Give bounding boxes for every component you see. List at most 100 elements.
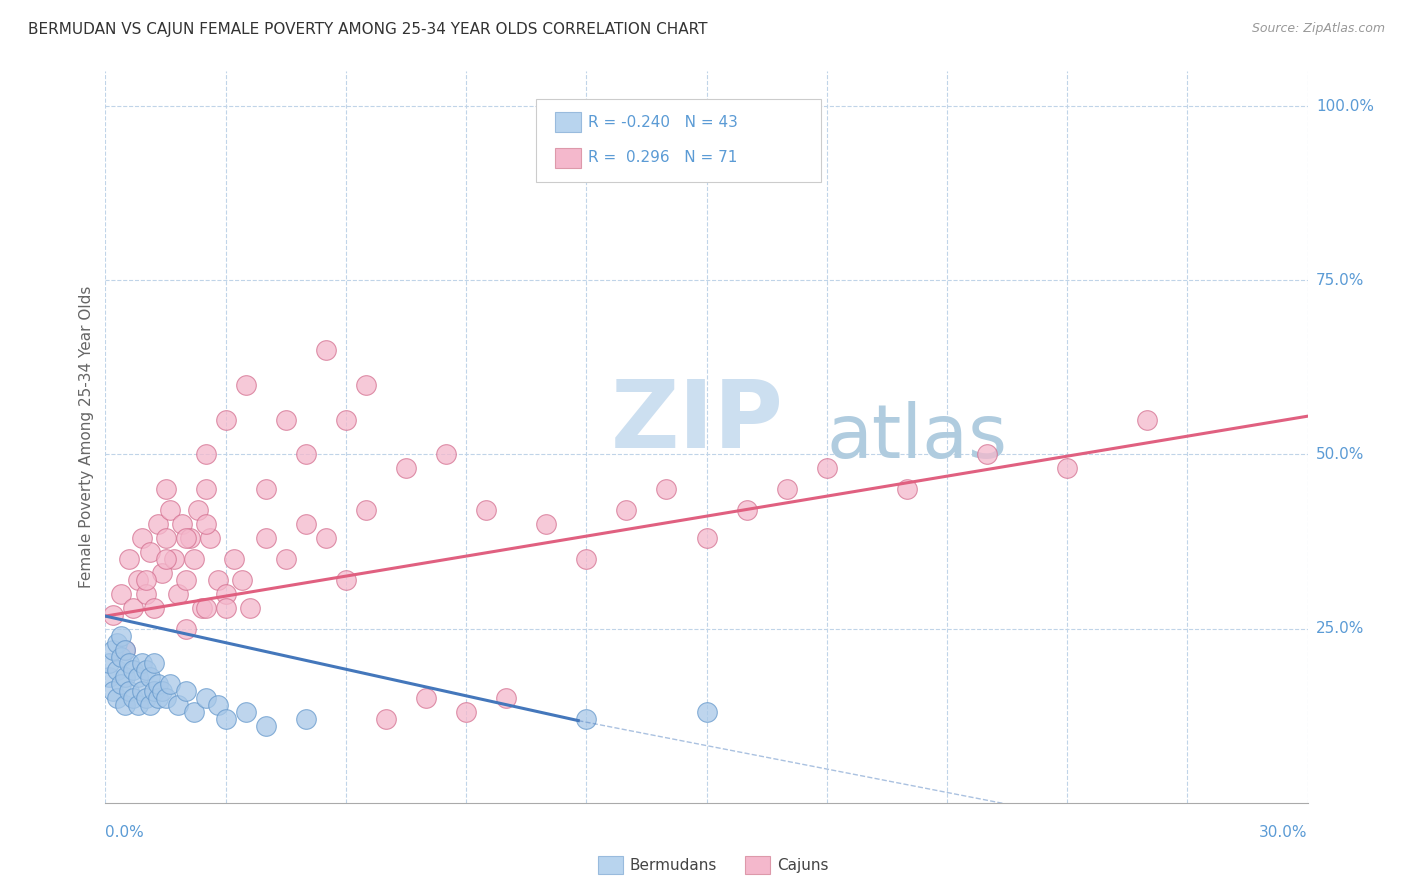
Point: [696, 705, 718, 719]
Point: [114, 642, 136, 657]
Point: [254, 531, 277, 545]
Point: [235, 705, 257, 719]
Point: [454, 705, 477, 719]
Point: [295, 517, 318, 532]
Point: [295, 448, 318, 462]
Point: [103, 642, 125, 657]
Y-axis label: Female Poverty Among 25-34 Year Olds: Female Poverty Among 25-34 Year Olds: [79, 286, 94, 588]
Text: Source: ZipAtlas.com: Source: ZipAtlas.com: [1251, 22, 1385, 36]
Point: [214, 600, 236, 615]
Text: 100.0%: 100.0%: [1316, 99, 1374, 113]
Point: [150, 684, 173, 698]
Point: [122, 664, 145, 678]
Point: [118, 552, 141, 566]
Point: [110, 629, 132, 643]
Point: [138, 545, 160, 559]
Point: [107, 635, 129, 649]
Point: [118, 684, 141, 698]
Point: [103, 607, 125, 622]
Point: [135, 691, 157, 706]
Text: R = -0.240   N = 43: R = -0.240 N = 43: [588, 115, 738, 129]
Point: [395, 461, 418, 475]
Point: [194, 691, 217, 706]
Point: [146, 691, 169, 706]
Point: [131, 531, 153, 545]
Text: BERMUDAN VS CAJUN FEMALE POVERTY AMONG 25-34 YEAR OLDS CORRELATION CHART: BERMUDAN VS CAJUN FEMALE POVERTY AMONG 2…: [28, 22, 707, 37]
Point: [295, 712, 318, 726]
Point: [98, 670, 121, 684]
Point: [155, 531, 177, 545]
Point: [159, 503, 181, 517]
Point: [183, 705, 205, 719]
Point: [254, 719, 277, 733]
Point: [166, 698, 188, 713]
Point: [170, 517, 193, 532]
Point: [194, 448, 217, 462]
Point: [107, 691, 129, 706]
Text: atlas: atlas: [827, 401, 1008, 474]
Point: [187, 503, 209, 517]
Point: [1136, 412, 1159, 426]
Point: [174, 622, 197, 636]
Point: [239, 600, 262, 615]
Point: [166, 587, 188, 601]
Point: [315, 531, 337, 545]
Point: [183, 552, 205, 566]
Text: 0.0%: 0.0%: [105, 825, 145, 840]
Text: R =  0.296   N = 71: R = 0.296 N = 71: [588, 151, 737, 165]
Point: [138, 670, 160, 684]
Text: 75.0%: 75.0%: [1316, 273, 1364, 288]
Point: [335, 573, 357, 587]
Point: [142, 657, 165, 671]
Point: [534, 517, 557, 532]
Point: [146, 677, 169, 691]
Point: [655, 483, 678, 497]
Text: 25.0%: 25.0%: [1316, 621, 1364, 636]
Point: [274, 552, 297, 566]
Point: [231, 573, 253, 587]
Point: [214, 587, 236, 601]
Point: [434, 448, 457, 462]
Point: [118, 657, 141, 671]
Point: [575, 712, 598, 726]
Point: [274, 412, 297, 426]
Point: [354, 503, 377, 517]
Point: [162, 552, 184, 566]
Point: [114, 670, 136, 684]
Point: [198, 531, 221, 545]
Text: Bermudans: Bermudans: [630, 858, 717, 872]
Point: [103, 684, 125, 698]
Point: [174, 531, 197, 545]
Point: [138, 698, 160, 713]
Point: [194, 600, 217, 615]
Point: [815, 461, 838, 475]
Point: [98, 657, 121, 671]
Point: [142, 600, 165, 615]
Point: [222, 552, 245, 566]
Point: [354, 377, 377, 392]
Point: [110, 587, 132, 601]
Point: [575, 552, 598, 566]
Point: [374, 712, 398, 726]
Point: [475, 503, 498, 517]
Point: [1056, 461, 1078, 475]
Point: [142, 684, 165, 698]
Point: [155, 483, 177, 497]
Point: [114, 698, 136, 713]
Point: [127, 670, 149, 684]
Point: [495, 691, 517, 706]
Point: [122, 691, 145, 706]
Text: ZIP: ZIP: [610, 376, 783, 468]
Point: [179, 531, 201, 545]
Point: [235, 377, 257, 392]
Point: [146, 517, 169, 532]
Point: [776, 483, 799, 497]
Point: [335, 412, 357, 426]
Point: [616, 503, 638, 517]
Point: [214, 412, 236, 426]
Point: [122, 600, 145, 615]
Point: [194, 483, 217, 497]
Point: [415, 691, 437, 706]
Point: [214, 712, 236, 726]
Point: [207, 698, 229, 713]
